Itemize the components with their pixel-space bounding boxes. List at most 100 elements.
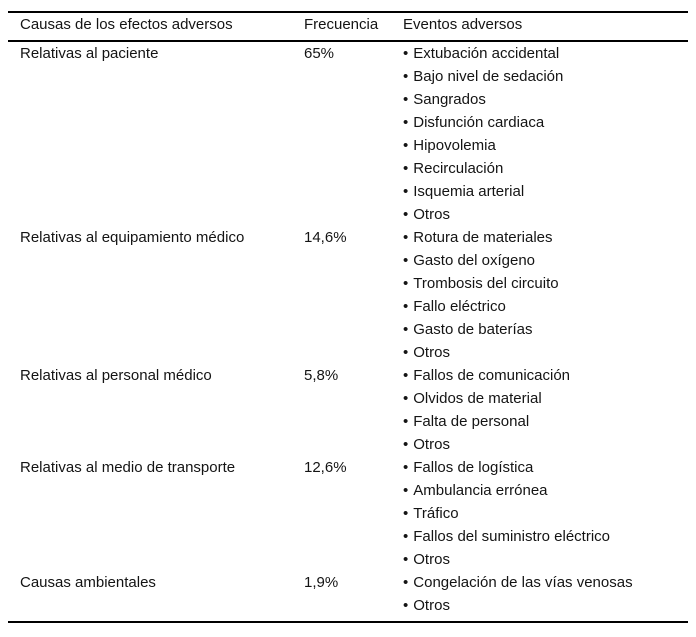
event-text: Otros xyxy=(413,206,450,223)
event-text: Rotura de materiales xyxy=(413,229,553,246)
bullet-icon: • xyxy=(403,252,409,269)
events-cell: • Rotura de materiales • Gasto del oxígeno •… xyxy=(403,226,688,364)
adverse-effects-table: Causas de los efectos adversos Frecuenci… xyxy=(8,11,688,623)
event-item: • Extubación accidental xyxy=(403,42,688,65)
bullet-icon: • xyxy=(403,413,409,430)
event-text: Trombosis del circuito xyxy=(413,275,559,292)
bullet-icon: • xyxy=(403,459,409,476)
event-item: • Olvidos de material xyxy=(403,387,688,410)
event-text: Gasto del oxígeno xyxy=(413,252,536,269)
event-item: • Bajo nivel de sedación xyxy=(403,65,688,88)
frequency-cell: 14,6% xyxy=(304,229,347,246)
bullet-icon: • xyxy=(403,45,409,62)
event-text: Ambulancia errónea xyxy=(413,482,548,499)
table-row: Relativas al personal médico 5,8% • Fallos … xyxy=(8,364,688,456)
event-text: Bajo nivel de sedación xyxy=(413,68,564,85)
event-item: • Hipovolemia xyxy=(403,134,688,157)
events-cell: • Fallos de logística • Ambulancia errónea •… xyxy=(403,456,688,571)
table-header: Causas de los efectos adversos Frecuenci… xyxy=(8,12,688,42)
bullet-icon: • xyxy=(403,91,409,108)
event-text: Hipovolemia xyxy=(413,137,496,154)
event-item: • Otros xyxy=(403,203,688,226)
header-row: Causas de los efectos adversos Frecuenci… xyxy=(8,12,688,42)
event-text: Otros xyxy=(413,551,450,568)
event-text: Olvidos de material xyxy=(413,390,542,407)
frequency-cell: 65% xyxy=(304,45,335,62)
event-text: Tráfico xyxy=(413,505,459,522)
event-item: • Falta de personal xyxy=(403,410,688,433)
event-text: Recirculación xyxy=(413,160,504,177)
event-item: • Sangrados xyxy=(403,88,688,111)
event-item: • Rotura de materiales xyxy=(403,226,688,249)
event-item: • Fallos del suministro eléctrico xyxy=(403,525,688,548)
event-text: Fallos de logística xyxy=(413,459,534,476)
event-item: • Isquemia arterial xyxy=(403,180,688,203)
event-text: Disfunción cardiaca xyxy=(413,114,545,131)
event-item: • Fallos de comunicación xyxy=(403,364,688,387)
bullet-icon: • xyxy=(403,528,409,545)
bullet-icon: • xyxy=(403,298,409,315)
events-cell: • Extubación accidental • Bajo nivel de sed… xyxy=(403,41,688,226)
event-text: Otros xyxy=(413,597,450,614)
event-text: Extubación accidental xyxy=(413,45,560,62)
event-item: • Tráfico xyxy=(403,502,688,525)
document-page: Causas de los efectos adversos Frecuenci… xyxy=(8,11,688,623)
table-body: Relativas al paciente 65% • Extubación acci… xyxy=(8,41,688,622)
column-header-causas: Causas de los efectos adversos xyxy=(8,12,304,42)
frequency-cell: 5,8% xyxy=(304,367,339,384)
event-item: • Trombosis del circuito xyxy=(403,272,688,295)
event-text: Gasto de baterías xyxy=(413,321,533,338)
table-row: Relativas al medio de transporte 12,6% • Fa… xyxy=(8,456,688,571)
event-item: • Recirculación xyxy=(403,157,688,180)
events-cell: • Congelación de las vías venosas • Otros xyxy=(403,571,688,622)
event-item: • Otros xyxy=(403,341,688,364)
cause-cell: Relativas al equipamiento médico xyxy=(20,229,245,246)
event-item: • Otros xyxy=(403,433,688,456)
event-text: Isquemia arterial xyxy=(413,183,525,200)
event-item: • Otros xyxy=(403,594,688,617)
event-text: Congelación de las vías venosas xyxy=(413,574,633,591)
event-text: Fallo eléctrico xyxy=(413,298,506,315)
column-header-eventos: Eventos adversos xyxy=(403,12,688,42)
event-text: Fallos del suministro eléctrico xyxy=(413,528,611,545)
bullet-icon: • xyxy=(403,68,409,85)
event-text: Fallos de comunicación xyxy=(413,367,571,384)
bullet-icon: • xyxy=(403,229,409,246)
bullet-icon: • xyxy=(403,436,409,453)
bullet-icon: • xyxy=(403,574,409,591)
event-text: Otros xyxy=(413,344,450,361)
event-item: • Gasto de baterías xyxy=(403,318,688,341)
table-row: Relativas al equipamiento médico 14,6% • Ro… xyxy=(8,226,688,364)
column-header-frecuencia: Frecuencia xyxy=(304,12,403,42)
table-row: Causas ambientales 1,9% • Congelación de la… xyxy=(8,571,688,622)
bullet-icon: • xyxy=(403,160,409,177)
cause-cell: Relativas al personal médico xyxy=(20,367,212,384)
event-item: • Congelación de las vías venosas xyxy=(403,571,688,594)
bullet-icon: • xyxy=(403,367,409,384)
bullet-icon: • xyxy=(403,597,409,614)
bullet-icon: • xyxy=(403,321,409,338)
bullet-icon: • xyxy=(403,137,409,154)
cause-cell: Relativas al paciente xyxy=(20,45,159,62)
event-item: • Fallo eléctrico xyxy=(403,295,688,318)
frequency-cell: 1,9% xyxy=(304,574,339,591)
bullet-icon: • xyxy=(403,114,409,131)
bullet-icon: • xyxy=(403,275,409,292)
event-item: • Gasto del oxígeno xyxy=(403,249,688,272)
bullet-icon: • xyxy=(403,551,409,568)
bullet-icon: • xyxy=(403,390,409,407)
bullet-icon: • xyxy=(403,183,409,200)
event-item: • Disfunción cardiaca xyxy=(403,111,688,134)
cause-cell: Relativas al medio de transporte xyxy=(20,459,236,476)
bullet-icon: • xyxy=(403,482,409,499)
event-text: Otros xyxy=(413,436,450,453)
events-cell: • Fallos de comunicación • Olvidos de mater… xyxy=(403,364,688,456)
bullet-icon: • xyxy=(403,344,409,361)
bullet-icon: • xyxy=(403,505,409,522)
cause-cell: Causas ambientales xyxy=(20,574,156,591)
bullet-icon: • xyxy=(403,206,409,223)
table-row: Relativas al paciente 65% • Extubación acci… xyxy=(8,41,688,226)
event-item: • Ambulancia errónea xyxy=(403,479,688,502)
event-text: Falta de personal xyxy=(413,413,530,430)
event-item: • Fallos de logística xyxy=(403,456,688,479)
